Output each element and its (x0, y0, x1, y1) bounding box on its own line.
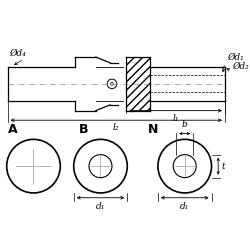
Text: B: B (78, 124, 88, 136)
Text: d₁: d₁ (96, 202, 105, 210)
Text: d₁: d₁ (180, 202, 190, 210)
Text: l₂: l₂ (113, 123, 119, 132)
Text: N: N (148, 124, 158, 136)
Text: Ød₄: Ød₄ (10, 49, 26, 58)
Bar (126, 57, 150, 111)
Text: Ød₁: Ød₁ (227, 53, 244, 62)
Text: A: A (8, 124, 17, 136)
Text: t: t (221, 162, 225, 171)
Text: b: b (182, 120, 188, 129)
Text: l₁: l₁ (172, 114, 179, 122)
Text: Ød₂: Ød₂ (232, 62, 249, 70)
